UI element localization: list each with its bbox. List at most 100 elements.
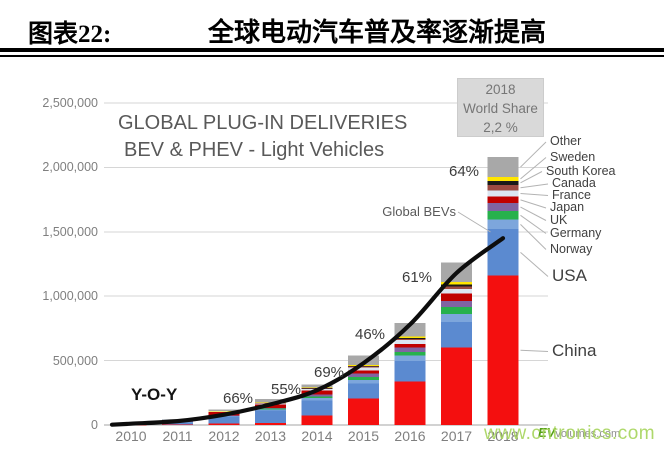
world-share-callout: 2018 World Share 2,2 % <box>457 78 544 137</box>
legend-label-norway: Norway <box>550 241 593 256</box>
bar-segment <box>487 177 519 181</box>
x-axis-year-label: 2010 <box>115 428 147 444</box>
bar-segment <box>301 387 333 388</box>
y-axis-tick-label: 0 <box>91 418 98 432</box>
x-axis-year-label: 2012 <box>208 428 240 444</box>
bar-segment <box>394 361 426 382</box>
ev-logo-mark: EV <box>538 425 556 440</box>
bar-segment <box>255 399 286 403</box>
bar-segment <box>255 408 286 410</box>
bar-segment <box>487 275 519 425</box>
bar-segment <box>487 190 519 197</box>
bar-segment <box>208 411 240 413</box>
legend-label-sweden: Sweden <box>550 149 596 164</box>
legend-label-germany: Germany <box>550 225 602 240</box>
bar-segment <box>348 383 379 399</box>
yoy-percentage-label: 66% <box>222 390 254 407</box>
ev-volumes-logo: EVvolumes.com <box>538 425 620 440</box>
bar-segment <box>208 409 240 411</box>
legend-leader-line <box>520 206 547 221</box>
watermark-text: www.cntronics.com <box>484 423 656 444</box>
global-bevs-annotation: Global BEVs <box>382 204 456 219</box>
bar-segment <box>348 367 379 371</box>
bar-segment <box>348 366 379 368</box>
bar-segment <box>487 219 519 230</box>
legend-leader-line <box>520 193 549 196</box>
yoy-percentage-label: 55% <box>270 381 302 398</box>
legend-label-china: China <box>552 340 597 360</box>
legend-label-canada: Canada <box>552 176 596 191</box>
bar-segment <box>441 284 472 287</box>
legend-label-france: France <box>552 187 591 202</box>
bar-segment <box>394 355 426 362</box>
legend-leader-line <box>520 199 547 209</box>
legend-label-south-korea: South Korea <box>546 163 616 178</box>
bar-segment <box>441 288 472 294</box>
bar-segment <box>394 352 426 356</box>
page-title: 全球电动汽车普及率逐渐提高 <box>207 18 546 47</box>
bar-segment <box>441 306 472 314</box>
bar-segment <box>162 424 193 425</box>
world-share-text: World Share <box>463 101 538 116</box>
legend-leader-line <box>520 141 547 168</box>
bar-segment <box>487 210 519 220</box>
y-axis-tick-label: 2,000,000 <box>42 160 98 175</box>
yoy-percentage-label: 46% <box>354 326 386 343</box>
bar-segment <box>394 336 426 339</box>
bar-segment <box>348 377 379 381</box>
bar-segment <box>487 203 519 211</box>
bar-segment <box>348 366 379 367</box>
bar-segment <box>255 409 286 411</box>
bar-segment <box>487 180 519 185</box>
legend-leader-line <box>520 171 543 184</box>
legend-label-other: Other <box>550 134 582 149</box>
bar-segment <box>301 394 333 397</box>
yoy-series-label: Y-O-Y <box>131 385 178 404</box>
yoy-percentage-label: 64% <box>448 163 480 180</box>
chart-title-line2: BEV & PHEV - Light Vehicles <box>124 139 385 161</box>
yoy-percentage-label: 61% <box>401 269 433 286</box>
bar-segment <box>348 370 379 374</box>
bar-segment <box>301 398 333 401</box>
y-axis-tick-label: 500,000 <box>52 353 98 368</box>
bar-segment <box>301 384 333 388</box>
legend-label-usa: USA <box>552 265 587 285</box>
bar-segment <box>487 196 519 204</box>
bar-segment <box>394 344 426 348</box>
x-axis-year-label: 2017 <box>440 428 473 444</box>
header-rule-thin <box>0 55 664 57</box>
bar-segment <box>487 229 519 276</box>
yoy-trend-line <box>109 236 506 427</box>
bar-segment <box>208 423 240 425</box>
legend-leader-line <box>520 251 549 277</box>
header-rule-thick <box>0 48 664 52</box>
bar-segment <box>441 282 472 285</box>
legend-leader-line <box>520 183 549 189</box>
bar-segment <box>394 338 426 339</box>
bar-segment <box>255 410 286 423</box>
bar-segment <box>348 380 379 384</box>
world-share-year: 2018 <box>485 82 516 97</box>
yoy-percentage-label: 69% <box>313 364 345 381</box>
bar-segment <box>394 347 426 353</box>
bar-segment <box>441 347 472 425</box>
bar-segment <box>394 381 426 425</box>
y-axis-tick-label: 2,500,000 <box>42 96 98 110</box>
x-axis-year-label: 2018 <box>487 428 519 444</box>
legend-leader-line <box>520 224 547 250</box>
bar-segment <box>348 398 379 425</box>
global-bevs-leader-line <box>457 211 491 233</box>
bar-segment <box>348 355 379 365</box>
bar-segment <box>441 286 472 289</box>
x-axis-year-label: 2014 <box>301 428 333 444</box>
bar-segment <box>441 313 472 322</box>
bar-segment <box>208 416 240 424</box>
x-axis-year-label: 2011 <box>162 428 193 444</box>
bar-segment <box>208 410 240 412</box>
legend-leader-line <box>520 214 547 234</box>
bar-segment <box>487 184 519 191</box>
x-axis-year-label: 2013 <box>254 428 287 444</box>
legend-leader-line <box>520 349 549 352</box>
